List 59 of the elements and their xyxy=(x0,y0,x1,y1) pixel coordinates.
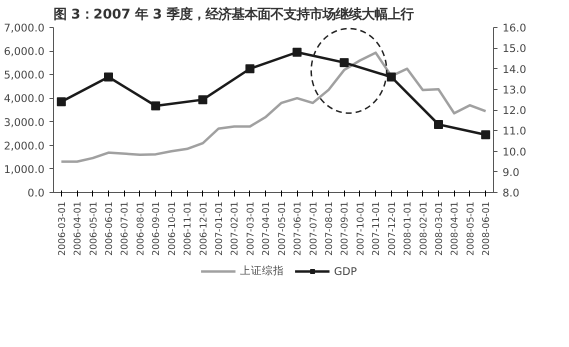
x-tick-label: 2007-08-01 xyxy=(324,201,335,256)
x-tick-label: 2007-07-01 xyxy=(308,201,320,256)
y2-tick-label: 16.0 xyxy=(502,22,526,34)
x-tick-label: 2006-06-01 xyxy=(104,201,115,256)
x-tick-label: 2006-08-01 xyxy=(135,201,146,256)
x-tick-label: 2007-09-01 xyxy=(340,201,351,256)
x-tick-label: 2007-04-01 xyxy=(261,201,272,256)
x-tick-label: 2007-03-01 xyxy=(245,201,256,256)
point xyxy=(104,72,113,82)
x-tick-label: 2006-04-01 xyxy=(72,201,84,256)
y-tick-label: 1,000.0 xyxy=(4,162,45,176)
x-tick-label: 2007-12-01 xyxy=(386,201,398,256)
x-tick-label: 2006-12-01 xyxy=(198,201,210,256)
point xyxy=(292,48,302,57)
y2-tick-label: 15.0 xyxy=(502,42,526,56)
line-series xyxy=(60,51,487,163)
x-tick-label: 2007-05-01 xyxy=(276,201,288,256)
x-tick-label: 2006-11-01 xyxy=(182,201,194,256)
y2-tick-label: 11.0 xyxy=(502,124,526,138)
x-tick-label: 2008-01-01 xyxy=(402,201,414,256)
y-tick-label: 7,000.0 xyxy=(4,22,45,34)
y-tick-label: 5,000.0 xyxy=(4,68,45,82)
x-tick-label: 2008-02-01 xyxy=(418,201,430,256)
y2-tick-label: 14.0 xyxy=(502,62,526,76)
x-tick-label: 2008-06-01 xyxy=(481,201,492,256)
x-tick-label: 2007-01-01 xyxy=(214,201,225,256)
point xyxy=(340,58,349,68)
chart-title: 图 3：2007 年 3 季度，经济基本面不支持市场继续大幅上行 xyxy=(54,6,414,22)
x-tick-label: 2008-05-01 xyxy=(465,201,476,256)
x-tick-label: 2008-03-01 xyxy=(434,201,445,256)
y-tick-label: 3,000.0 xyxy=(4,116,45,129)
point xyxy=(56,97,66,106)
y2-tick-label: 12.0 xyxy=(502,104,526,117)
y2-tick-label: 13.0 xyxy=(502,83,526,96)
point xyxy=(434,120,443,129)
x-tick-label: 2006-05-01 xyxy=(88,201,100,256)
point xyxy=(198,95,208,104)
x-tick-label: 2007-10-01 xyxy=(355,201,366,256)
y-tick-label: 2,000.0 xyxy=(4,139,45,152)
y2-tick-label: 9.0 xyxy=(502,166,520,179)
y-tick-label: 4,000.0 xyxy=(4,92,45,106)
x-tick-label: 2008-04-01 xyxy=(450,201,461,256)
y2-tick-label: 10.0 xyxy=(502,145,526,158)
point xyxy=(245,64,254,74)
point xyxy=(481,130,490,140)
y2-tick-label: 8.0 xyxy=(502,186,520,200)
x-tick-label: 2006-09-01 xyxy=(151,201,162,256)
point xyxy=(151,101,160,110)
y-tick-label: 6,000.0 xyxy=(4,45,45,58)
x-tick-label: 2006-10-01 xyxy=(166,201,178,256)
x-tick-label: 2007-11-01 xyxy=(371,201,382,256)
x-tick-label: 2006-07-01 xyxy=(120,201,131,256)
legend-label: 上证综指 xyxy=(240,264,284,278)
x-tick-label: 2007-02-01 xyxy=(230,201,241,256)
legend-label: GDP xyxy=(334,264,357,278)
point xyxy=(386,72,396,82)
y-tick-label: 0.0 xyxy=(28,186,45,200)
x-tick-label: 2007-06-01 xyxy=(292,201,304,256)
x-tick-label: 2006-03-01 xyxy=(56,201,68,256)
